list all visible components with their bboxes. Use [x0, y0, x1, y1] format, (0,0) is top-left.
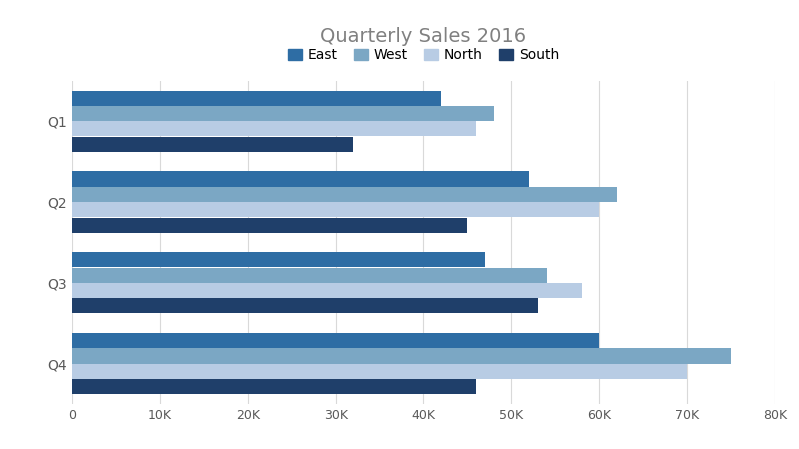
Bar [72, 379, 476, 394]
Bar [72, 121, 476, 136]
Legend: East, West, North, South: East, West, North, South [282, 43, 565, 68]
Bar [72, 106, 494, 121]
Bar [72, 91, 441, 106]
Title: Quarterly Sales 2016: Quarterly Sales 2016 [320, 27, 527, 46]
Bar [72, 172, 529, 186]
Bar [72, 137, 353, 152]
Bar [72, 348, 731, 364]
Bar [72, 364, 687, 379]
Bar [72, 252, 485, 267]
Bar [72, 333, 599, 348]
Bar [72, 268, 547, 283]
Bar [72, 218, 467, 233]
Bar [72, 283, 582, 298]
Bar [72, 299, 538, 313]
Bar [72, 187, 617, 202]
Bar [72, 202, 599, 217]
